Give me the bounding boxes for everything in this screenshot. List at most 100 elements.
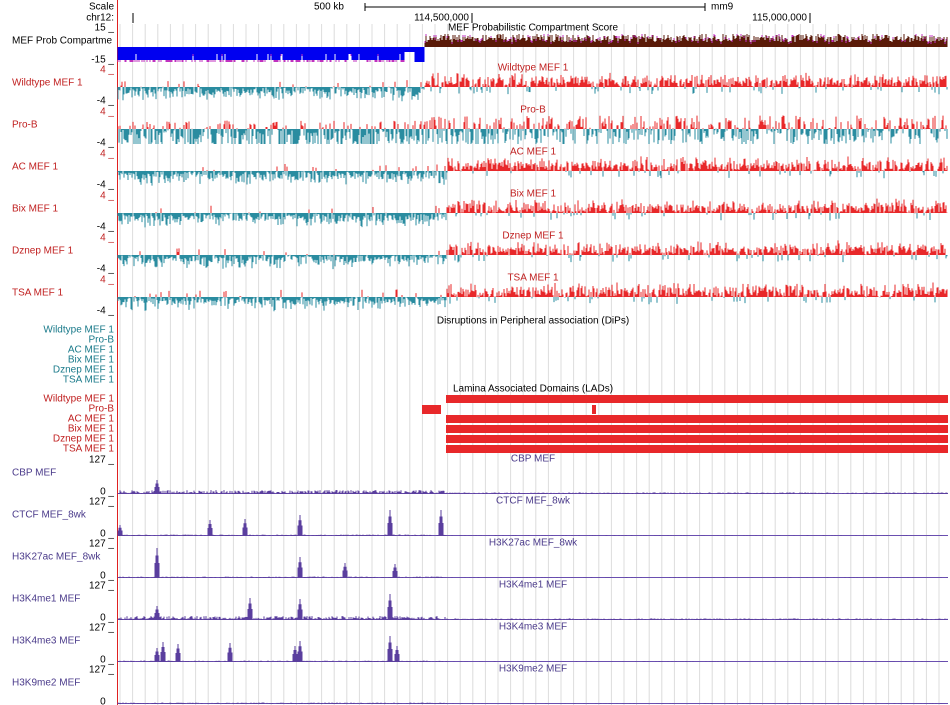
signal-positive <box>155 198 948 213</box>
signal <box>117 480 948 494</box>
track-min: -4 _ <box>97 222 115 233</box>
track-label[interactable]: Dznep MEF 1 <box>12 246 74 257</box>
track-title: H3K4me3 MEF <box>499 622 567 633</box>
track-min: 0 _ <box>100 697 114 705</box>
signal-negative <box>117 171 944 186</box>
track-min: 0 _ <box>100 529 114 540</box>
signal-positive <box>117 115 947 129</box>
track-title: H3K9me2 MEF <box>499 664 567 675</box>
compartment-trim <box>117 34 947 62</box>
track-max: 127 _ <box>89 539 114 550</box>
signal-positive <box>134 282 948 297</box>
track-max: 127 _ <box>89 665 114 676</box>
track-label[interactable]: H3K27ac MEF_8wk <box>12 552 101 563</box>
track-label[interactable]: Wildtype MEF 1 <box>12 78 83 89</box>
position-label: 114,500,000 <box>414 13 469 24</box>
position-ticks <box>132 13 811 23</box>
scale-bar <box>364 3 706 11</box>
track-title: Pro-B <box>520 105 546 116</box>
scale-label: Scale <box>89 2 114 13</box>
track-min: -4 _ <box>97 138 115 149</box>
signal <box>117 702 945 704</box>
track-label[interactable]: H3K9me2 MEF <box>12 678 80 689</box>
lad-block <box>446 395 948 403</box>
track-min: -15 _ <box>91 55 114 66</box>
scale-bar-label: 500 kb <box>314 2 344 13</box>
track-max: 127 _ <box>89 497 114 508</box>
track-title: CTCF MEF_8wk <box>496 496 571 507</box>
row-label: Dznep MEF 1 <box>53 434 115 445</box>
track-title: H3K27ac MEF_8wk <box>489 538 578 549</box>
signal-negative <box>117 213 931 228</box>
signal-negative <box>117 297 936 312</box>
track-max: 15 _ <box>95 23 115 34</box>
row-label: Wildtype MEF 1 <box>43 394 114 405</box>
track-max: 4 _ <box>100 65 114 76</box>
track-max: 127 _ <box>89 581 114 592</box>
row-label: Pro-B <box>88 404 114 415</box>
signal-positive <box>202 156 948 171</box>
track-max: 127 _ <box>89 623 114 634</box>
track-label[interactable]: CTCF MEF_8wk <box>12 510 87 521</box>
track-max: 4 _ <box>100 149 114 160</box>
track-min: -4 _ <box>97 180 115 191</box>
track-max: 4 _ <box>100 191 114 202</box>
track-label[interactable]: TSA MEF 1 <box>12 288 64 299</box>
track-max: 4 _ <box>100 107 114 118</box>
row-label: TSA MEF 1 <box>63 444 115 455</box>
track-min: -4 _ <box>97 96 115 107</box>
lad-block <box>446 425 948 433</box>
lad-block <box>446 445 948 453</box>
track-title: Bix MEF 1 <box>510 189 557 200</box>
row-label: Dznep MEF 1 <box>53 365 115 376</box>
signal-negative <box>117 255 948 270</box>
track-min: 0 _ <box>100 487 114 498</box>
track-label[interactable]: Bix MEF 1 <box>12 204 59 215</box>
signal <box>117 636 945 662</box>
track-min: 0 _ <box>100 613 114 624</box>
track-label[interactable]: H3K4me3 MEF <box>12 636 80 647</box>
track-title: H3K4me1 MEF <box>499 580 567 591</box>
track-min: -4 _ <box>97 306 115 317</box>
position-label: 115,000,000 <box>752 13 807 24</box>
track-title: Wildtype MEF 1 <box>498 63 569 74</box>
signal-negative <box>118 129 948 144</box>
lad-block <box>446 415 948 423</box>
track-label[interactable]: AC MEF 1 <box>12 162 59 173</box>
track-max: 4 _ <box>100 233 114 244</box>
signal <box>117 548 948 578</box>
lad-block <box>422 405 441 414</box>
track-max: 4 _ <box>100 275 114 286</box>
lad-block <box>592 405 596 414</box>
signal-negative <box>117 87 948 102</box>
row-label: Bix MEF 1 <box>68 355 115 366</box>
row-label: AC MEF 1 <box>68 345 115 356</box>
compartment-negative <box>117 47 425 62</box>
compartment-positive <box>424 34 948 47</box>
track-title: TSA MEF 1 <box>507 273 559 284</box>
track-label[interactable]: Pro-B <box>12 120 38 131</box>
signal-positive <box>139 240 946 255</box>
row-label: Wildtype MEF 1 <box>43 325 114 336</box>
track-label[interactable]: CBP MEF <box>12 468 56 479</box>
track-title: AC MEF 1 <box>510 147 557 158</box>
row-label: Pro-B <box>88 335 114 346</box>
signal <box>117 594 948 620</box>
track-label[interactable]: MEF Prob Compartme <box>12 36 112 47</box>
row-label: AC MEF 1 <box>68 414 115 425</box>
signal <box>117 510 942 536</box>
track-min: 0 _ <box>100 571 114 582</box>
signal-positive <box>120 72 947 87</box>
row-label: Bix MEF 1 <box>68 424 115 435</box>
track-label[interactable]: H3K4me1 MEF <box>12 594 80 605</box>
track-title: Lamina Associated Domains (LADs) <box>453 384 613 395</box>
track-min: 0 _ <box>100 655 114 666</box>
track-max: 127 _ <box>89 455 114 466</box>
track-title: Disruptions in Peripheral association (D… <box>437 316 629 327</box>
track-title: MEF Probabilistic Compartment Score <box>448 23 618 34</box>
chrom-label: chr12: <box>86 13 114 24</box>
lad-block <box>446 435 948 443</box>
track-title: Dznep MEF 1 <box>502 231 564 242</box>
assembly-label: mm9 <box>711 2 734 13</box>
